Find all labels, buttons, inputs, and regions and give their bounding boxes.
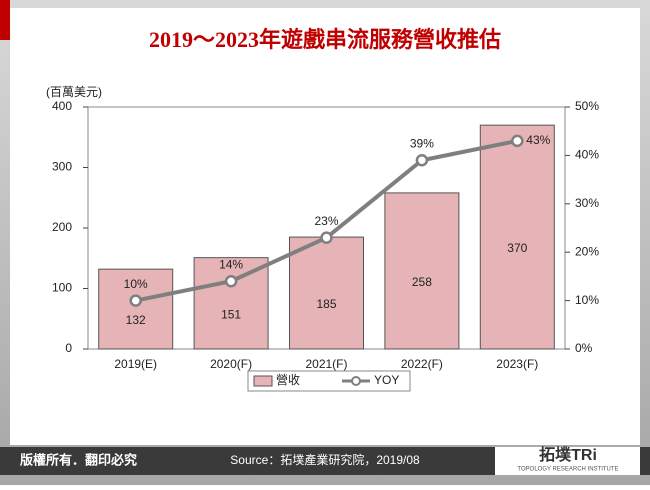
legend-marker <box>351 376 361 386</box>
source: Source：拓墣產業研究院，2019/08 <box>230 452 420 467</box>
line-marker <box>415 153 429 167</box>
bar-value-label: 370 <box>507 241 527 255</box>
line-value-label: 43% <box>526 133 550 147</box>
y2-tick-label: 50% <box>575 99 599 113</box>
line-value-label: 10% <box>124 277 148 291</box>
bar-value-label: 132 <box>126 313 146 327</box>
bar <box>384 192 460 350</box>
logo: 拓墣TRi <box>539 445 597 464</box>
y2-tick-label: 0% <box>575 341 593 355</box>
y-tick-label: 400 <box>52 99 72 113</box>
line-marker <box>224 274 238 288</box>
y2-tick-label: 30% <box>575 196 599 210</box>
x-tick-label: 2022(F) <box>401 357 443 371</box>
x-tick-label: 2019(E) <box>114 357 157 371</box>
line-value-label: 39% <box>410 136 434 150</box>
logo-box <box>495 447 640 475</box>
bar-value-label: 151 <box>221 307 241 321</box>
y2-tick-label: 40% <box>575 148 599 162</box>
bar-value-label: 185 <box>316 297 336 311</box>
y-tick-label: 200 <box>52 220 72 234</box>
x-tick-label: 2023(F) <box>496 357 538 371</box>
line-marker <box>129 294 142 307</box>
bar <box>479 124 555 350</box>
y2-tick-label: 20% <box>575 244 599 258</box>
x-tick-label: 2020(F) <box>210 357 252 371</box>
y-tick-label: 0 <box>65 341 72 355</box>
line-value-label: 14% <box>219 257 243 271</box>
chart-title: 2019～2023年遊戲串流服務營收推估 <box>149 27 501 52</box>
bar <box>289 236 364 350</box>
accent <box>0 0 10 40</box>
bar <box>193 257 269 350</box>
line-marker <box>320 231 333 244</box>
legend-label: 營收 <box>276 373 300 387</box>
legend-label: YOY <box>374 373 399 387</box>
legend-box <box>247 370 411 392</box>
y2-tick-label: 10% <box>575 293 599 307</box>
bar-value-label: 258 <box>412 275 432 289</box>
y-tick-label: 300 <box>52 160 72 174</box>
copyright: 版權所有．翻印必究 <box>20 452 137 467</box>
x-tick-label: 2021(F) <box>305 357 347 371</box>
bar <box>98 268 174 350</box>
y-axis-label: (百萬美元) <box>46 85 102 99</box>
line-marker <box>511 134 524 148</box>
line-value-label: 23% <box>314 214 338 228</box>
logo-sub: TOPOLOGY RESEARCH INSTITUTE <box>517 467 618 473</box>
y-tick-label: 100 <box>52 281 72 295</box>
legend-swatch <box>253 375 273 387</box>
